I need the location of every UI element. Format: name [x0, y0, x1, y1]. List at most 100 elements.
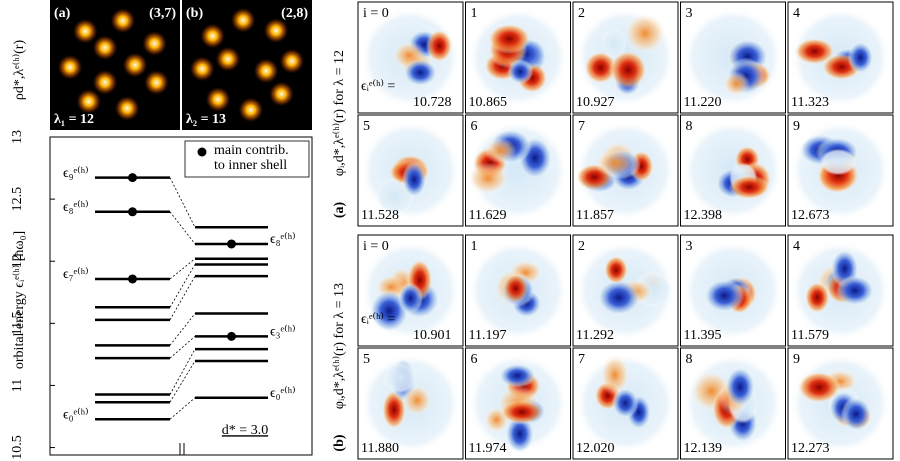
- orbital-lobe: [840, 396, 872, 432]
- orbital-panel: 9 12.673: [787, 114, 894, 227]
- panel-frame: [572, 234, 679, 347]
- level-connector: [169, 360, 196, 403]
- orbital-lobe: [487, 23, 531, 54]
- level-label: ϵ₀ᵉ⁽ʰ⁾: [63, 407, 89, 422]
- orbital-index: 1: [471, 6, 478, 21]
- orbital-lobe: [722, 71, 751, 97]
- orbital-index: 8: [686, 119, 693, 134]
- orbital-lobe: [704, 279, 745, 313]
- density-blob: [268, 80, 295, 107]
- panel-frame: [680, 114, 786, 227]
- orbital-index: 6: [471, 352, 478, 367]
- orbital-lobe: [609, 50, 648, 90]
- orbital-index: 9: [793, 352, 800, 367]
- y-tick-label: 11: [10, 379, 25, 392]
- density-blob: [122, 52, 148, 78]
- orbital-lobe: [794, 37, 836, 65]
- panel-frame: [357, 347, 464, 460]
- orbital-index: 5: [363, 352, 370, 367]
- orbital-panel: 8 12.139: [680, 347, 786, 460]
- orbital-energy: 10.927: [576, 95, 615, 110]
- orbital-image: [358, 235, 463, 346]
- annotation: d* = 3.0: [222, 423, 268, 438]
- orbital-lobe: [847, 41, 874, 74]
- density-blob: [253, 57, 280, 84]
- panel-tag: (b): [186, 6, 203, 21]
- panel-frame: [465, 114, 571, 227]
- density-axis-label: ρd*,λᵉ⁽ʰ⁾(r): [12, 40, 27, 101]
- orbital-energy: 11.220: [684, 95, 722, 110]
- orbital-energy: 11.974: [469, 441, 507, 456]
- orbital-image: [680, 235, 786, 346]
- panel-frame: [787, 114, 894, 227]
- orbital-energy: 12.139: [684, 441, 723, 456]
- density-blob: [92, 69, 118, 96]
- panel-frame: [680, 234, 786, 347]
- orbital-panel: 2 10.927: [572, 1, 679, 114]
- panel-frame: [787, 347, 894, 460]
- level-connector: [169, 264, 196, 308]
- level-connector: [169, 211, 196, 245]
- orbital-panel: 2 11.292: [572, 234, 679, 347]
- orbital-lobe: [498, 363, 536, 388]
- density-blob: [278, 48, 305, 75]
- orbital-energy: 11.880: [361, 441, 399, 456]
- orbital-panel: 6 11.974: [465, 347, 571, 460]
- panel-frame: [465, 1, 571, 114]
- orbital-lobe: [484, 137, 517, 164]
- orbital-lobe: [599, 354, 630, 396]
- legend-box: [184, 140, 310, 178]
- density-blob: [72, 18, 99, 45]
- orbital-energy: 10.865: [469, 95, 508, 110]
- orbital-lobe: [401, 161, 427, 198]
- panel-frame: [787, 1, 894, 114]
- orbital-panel: 8 12.398: [680, 114, 786, 227]
- panel-frame: [680, 347, 786, 460]
- level-label: ϵ₇ᵉ⁽ʰ⁾: [63, 267, 89, 282]
- orbital-index: 9: [793, 119, 800, 134]
- panel-frame: [357, 1, 464, 114]
- orbital-panel: 7 11.857: [572, 114, 679, 227]
- group-side-label: φᵢ,d*,λᵉ⁽ʰ⁾(r) for λ = 13: [332, 283, 347, 409]
- orbital-image: [573, 2, 678, 113]
- level-label: ϵ₉ᵉ⁽ʰ⁾: [63, 166, 89, 181]
- orbital-image: [788, 2, 893, 113]
- orbital-index: 6: [471, 119, 478, 134]
- density-blob: [230, 7, 257, 34]
- orbital-panel: 5 11.528: [357, 114, 464, 227]
- legend-marker: [197, 147, 207, 157]
- orbital-energy: 12.398: [684, 208, 723, 223]
- density-blob: [141, 30, 168, 57]
- orbital-index: i = 0: [363, 6, 389, 21]
- legend-text: to inner shell: [214, 158, 287, 173]
- density-blob: [92, 34, 118, 61]
- level-connector: [169, 177, 196, 228]
- lambda-label: λ₁ = 12: [54, 112, 94, 127]
- orbital-index: 4: [793, 239, 800, 254]
- level-label: ϵ₈ᵉ⁽ʰ⁾: [63, 200, 89, 215]
- orbital-image: [465, 348, 571, 459]
- energy-axis-label: orbital energy ϵᵢᵉ⁽ʰ⁾ [ħω₀]: [12, 231, 27, 369]
- y-tick-label: 12.5: [10, 187, 25, 212]
- orbital-panel: i = 0 ϵᵢᵉ⁽ʰ⁾ = 10.901: [357, 234, 464, 347]
- orbital-panel: 4 11.323: [787, 1, 894, 114]
- y-tick-label: 11.5: [10, 311, 25, 335]
- orbital-lobe: [584, 51, 618, 84]
- orbital-lobe: [505, 414, 535, 454]
- panel-frame: [572, 1, 679, 114]
- energy-prefix: ϵᵢᵉ⁽ʰ⁾ =: [361, 312, 395, 327]
- orbital-index: 7: [578, 119, 585, 134]
- density-blob: [189, 55, 216, 82]
- orbital-image: [788, 348, 893, 459]
- orbital-lobe: [507, 59, 534, 85]
- density-blob: [114, 95, 141, 122]
- orbital-energy: 12.273: [791, 441, 830, 456]
- orbital-image: [465, 115, 571, 226]
- group-tag: (a): [332, 202, 347, 219]
- orbital-lobe: [467, 162, 509, 195]
- orbital-panel: 4 11.579: [787, 234, 894, 347]
- orbital-image: [680, 2, 786, 113]
- orbital-energy: 11.579: [791, 328, 829, 343]
- density-blob: [109, 7, 136, 34]
- orbital-image: [573, 348, 678, 459]
